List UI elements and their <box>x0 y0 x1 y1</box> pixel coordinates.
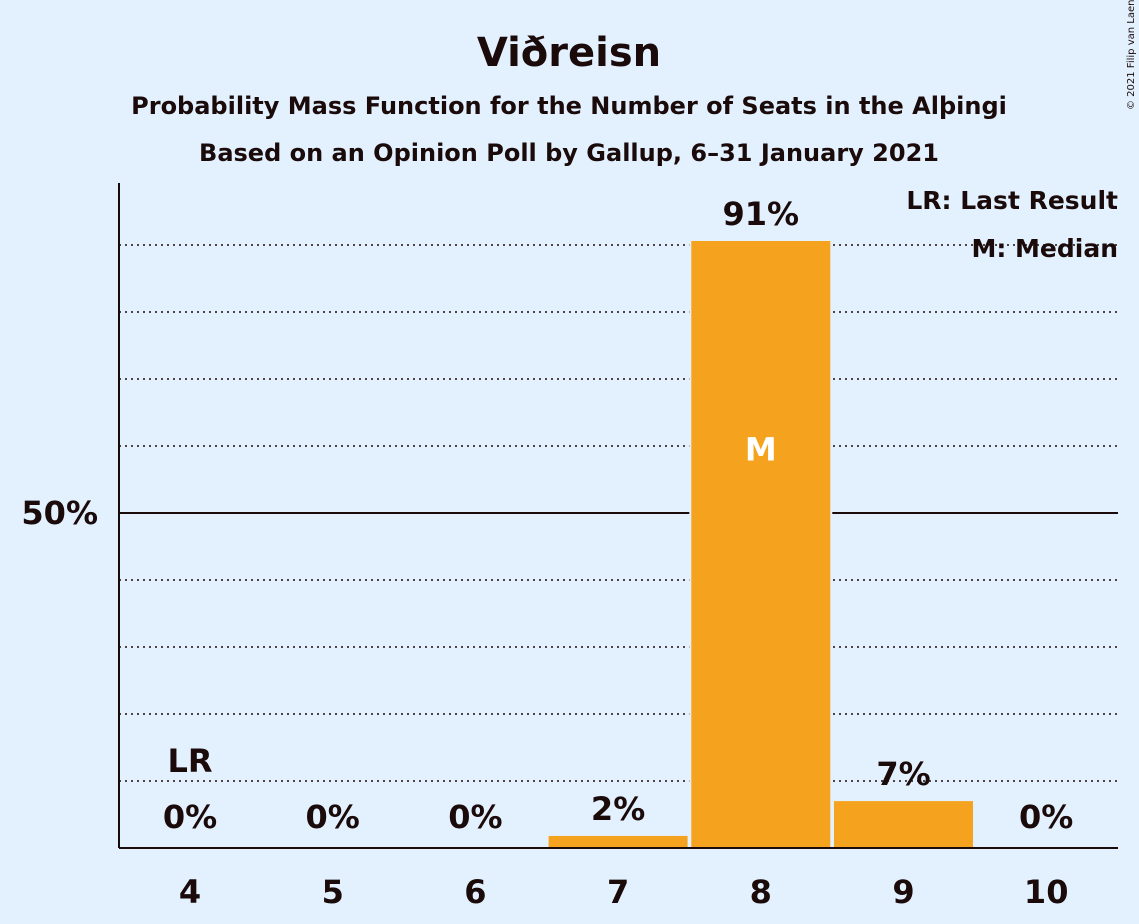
value-label: 91% <box>723 195 800 233</box>
bar <box>548 835 688 848</box>
markers: LR M <box>167 430 776 780</box>
bar <box>834 801 973 848</box>
x-tick-label: 10 <box>1024 873 1069 911</box>
x-tick-label: 8 <box>750 873 772 911</box>
value-label: 7% <box>876 755 930 793</box>
x-tick-labels: 4 5 6 7 8 9 10 <box>179 873 1069 911</box>
x-tick-label: 4 <box>179 873 201 911</box>
legend-median: M: Median <box>971 234 1118 263</box>
bar <box>691 240 831 849</box>
chart-subtitle: Probability Mass Function for the Number… <box>131 92 1007 120</box>
bars <box>546 238 975 849</box>
chart-title: Viðreisn <box>477 30 661 76</box>
x-tick-label: 9 <box>892 873 914 911</box>
value-label: 0% <box>306 798 360 836</box>
poll-note: Based on an Opinion Poll by Gallup, 6–31… <box>199 139 939 167</box>
value-label: 2% <box>591 790 645 828</box>
value-label: 0% <box>1019 798 1073 836</box>
median-marker: M <box>745 430 777 468</box>
y-tick-label: 50% <box>21 494 98 532</box>
value-label: 0% <box>163 798 217 836</box>
legend-last-result: LR: Last Result <box>906 186 1118 215</box>
value-label: 0% <box>448 798 502 836</box>
value-labels: 0% 0% 0% 2% 91% 7% 0% <box>163 195 1074 836</box>
last-result-marker: LR <box>167 742 212 780</box>
x-tick-label: 7 <box>607 873 629 911</box>
x-tick-label: 6 <box>464 873 486 911</box>
copyright-note: © 2021 Filip van Laenen <box>1126 0 1137 110</box>
x-tick-label: 5 <box>322 873 344 911</box>
gridlines <box>119 244 1118 782</box>
y-tick-labels: 50% <box>21 494 98 532</box>
